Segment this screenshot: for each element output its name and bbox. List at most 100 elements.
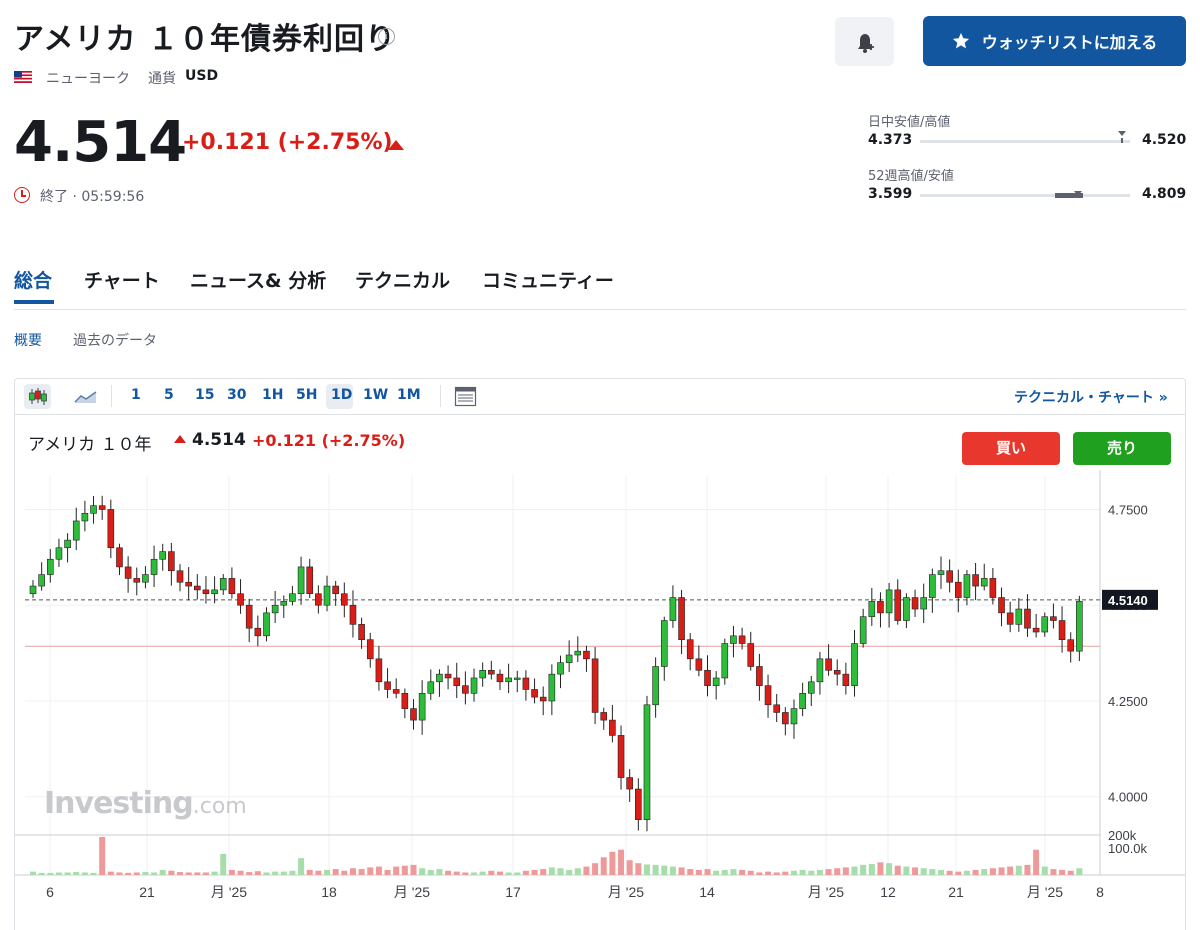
candle-body (462, 685, 469, 694)
area-chart-icon (74, 391, 97, 403)
timeframe-1d[interactable]: 1D (331, 387, 353, 403)
candle-body (392, 689, 400, 694)
candle-body (297, 566, 305, 595)
tab-chart[interactable]: チャート (84, 270, 160, 292)
candle-body (989, 578, 997, 598)
volume-bar (384, 869, 391, 875)
candle-body (124, 566, 132, 579)
candle-body (280, 601, 288, 606)
candle-body (55, 547, 63, 560)
x-tick-label: 17 (505, 884, 521, 900)
timeframe-selected-highlight (326, 384, 353, 409)
candle-body (453, 677, 461, 686)
volume-bar (756, 872, 763, 875)
candle-body (254, 627, 262, 637)
buy-button[interactable]: 買い (962, 432, 1060, 465)
candle-body (306, 566, 314, 595)
candle-body (263, 612, 270, 637)
chart-legend-price: 4.514 (192, 430, 246, 450)
volume-bar (514, 872, 521, 875)
timeframe-1w[interactable]: 1W (363, 387, 389, 403)
page-title: アメリカ １０年債券利回り (14, 22, 396, 57)
volume-bar (349, 868, 356, 875)
sell-button[interactable]: 売り (1073, 432, 1171, 465)
candle-body (522, 677, 530, 690)
timeframe-1m[interactable]: 1M (397, 387, 421, 403)
candle-body (851, 643, 858, 686)
x-tick-label: 月 '25 (1027, 884, 1063, 900)
volume-bar (280, 871, 287, 875)
candle-body (825, 658, 832, 671)
add-alert-button[interactable] (835, 17, 894, 66)
candle-body (790, 708, 798, 725)
candle-body (583, 650, 590, 660)
volume-bar (678, 867, 685, 875)
candle-body (38, 574, 45, 587)
volume-bar (324, 869, 331, 875)
volume-bar (298, 858, 305, 875)
add-to-watchlist-button[interactable]: ウォッチリストに加える (923, 16, 1186, 66)
candle-body (539, 696, 547, 702)
candle-body (565, 654, 573, 663)
candle-body (444, 673, 452, 679)
tab-technical[interactable]: テクニカル (355, 270, 451, 292)
volume-bar (808, 870, 815, 875)
candle-body (133, 578, 141, 583)
candle-body (142, 574, 149, 583)
timeframe-5h[interactable]: 5H (296, 387, 318, 403)
candle-body (98, 505, 106, 510)
area-chart-type-button[interactable] (72, 384, 99, 409)
candlestick-chart[interactable]: 4.75004.50004.25004.00004.5140200k100.0k… (15, 470, 1185, 930)
week52-range-bar (920, 194, 1130, 197)
subtab-historical-data[interactable]: 過去のデータ (73, 333, 157, 349)
subtab-overview[interactable]: 概要 (14, 333, 42, 349)
x-tick-label: 18 (321, 884, 337, 900)
volume-bar (574, 868, 581, 875)
candle-body (678, 597, 685, 640)
candle-body (738, 635, 746, 644)
volume-bar (981, 869, 988, 875)
timeframe-1[interactable]: 1 (131, 387, 141, 403)
volume-bar (237, 870, 244, 875)
bell-plus-icon (858, 34, 874, 53)
volume-bar (332, 869, 339, 875)
x-tick-label: 8 (1096, 884, 1104, 900)
volume-bar (704, 869, 711, 875)
candle-body (245, 604, 253, 629)
volume-bar (254, 871, 261, 875)
timeframe-5[interactable]: 5 (164, 387, 174, 403)
volume-bar (860, 864, 867, 875)
tab-news-analysis[interactable]: ニュース& 分析 (190, 270, 327, 292)
volume-bar (652, 864, 659, 875)
candle-body (730, 635, 737, 644)
volume-bar (47, 872, 54, 875)
technical-chart-link[interactable]: テクニカル・チャート » (1014, 390, 1168, 406)
volume-bar (90, 872, 97, 875)
timeframe-1h[interactable]: 1H (262, 387, 284, 403)
candle-body (712, 677, 720, 686)
timeframe-15[interactable]: 15 (195, 387, 215, 403)
tab-community[interactable]: コミュニティー (482, 270, 614, 292)
timeframe-30[interactable]: 30 (227, 387, 247, 403)
volume-bar (419, 868, 426, 875)
us-flag-icon (14, 71, 32, 83)
volume-bar (643, 864, 650, 875)
candle-body (877, 601, 884, 614)
day-range-marker (1117, 130, 1127, 149)
volume-bar (401, 865, 408, 875)
volume-bar (30, 871, 36, 875)
volume-bar (955, 871, 962, 875)
tab-summary[interactable]: 総合 (14, 270, 53, 292)
last-price: 4.514 (14, 110, 187, 175)
volume-bar (453, 871, 460, 875)
info-icon[interactable]: i (378, 28, 395, 45)
candlestick-type-button[interactable] (24, 384, 51, 409)
candle-body (72, 520, 80, 541)
active-tab-indicator (14, 300, 54, 304)
volume-bar (626, 860, 633, 875)
volume-bar (315, 870, 322, 875)
candle-body (807, 681, 815, 694)
data-table-button[interactable] (452, 384, 479, 409)
candle-body (81, 512, 89, 522)
candle-body (998, 597, 1005, 614)
